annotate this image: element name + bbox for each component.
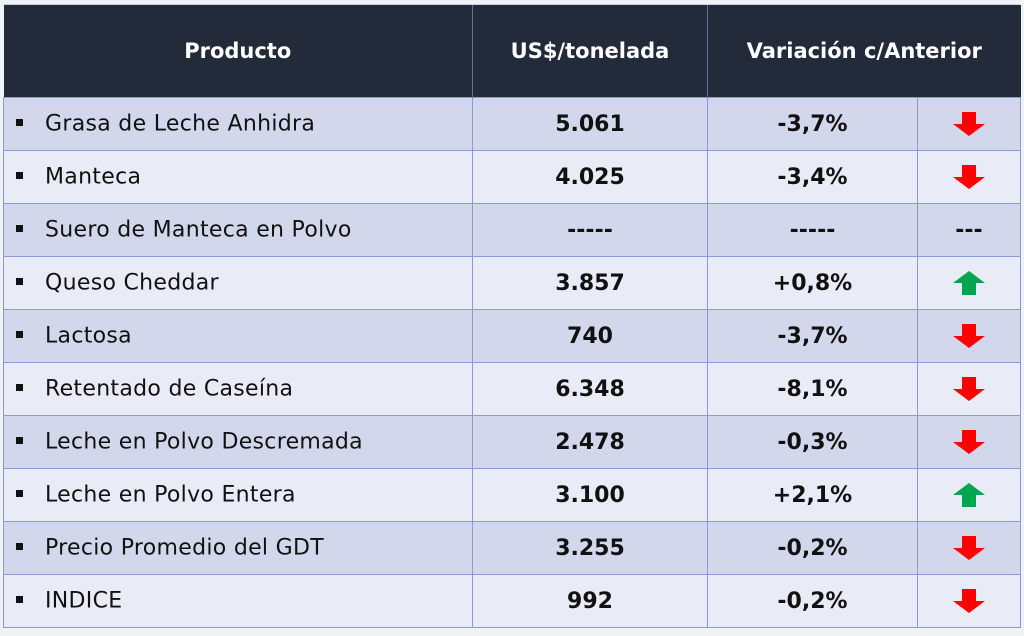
variation-cell: ----- xyxy=(707,203,918,257)
bullet-icon xyxy=(16,118,23,126)
arrow-up-icon xyxy=(953,483,985,507)
product-name: INDICE xyxy=(45,588,123,614)
price-cell: 992 xyxy=(472,574,708,628)
trend-cell xyxy=(917,521,1021,575)
table-row: Retentado de Caseína 6.348 -8,1% xyxy=(3,362,1021,416)
product-name: Manteca xyxy=(45,164,142,190)
variation-cell: +0,8% xyxy=(707,256,918,310)
product-cell: Leche en Polvo Entera xyxy=(3,468,473,522)
bullet-icon xyxy=(16,171,23,179)
bullet-icon xyxy=(16,542,23,550)
trend-cell xyxy=(917,468,1021,522)
price-cell: 5.061 xyxy=(472,97,708,151)
table-row: Leche en Polvo Descremada 2.478 -0,3% xyxy=(3,415,1021,469)
trend-cell xyxy=(917,150,1021,204)
arrow-shape xyxy=(953,430,985,454)
arrow-down-icon xyxy=(953,165,985,189)
bullet-icon xyxy=(16,224,23,232)
arrow-down-icon xyxy=(953,430,985,454)
product-name: Grasa de Leche Anhidra xyxy=(45,111,316,137)
bullet-icon xyxy=(16,330,23,338)
arrow-shape xyxy=(953,112,985,136)
product-name: Precio Promedio del GDT xyxy=(45,535,324,561)
arrow-shape xyxy=(953,324,985,348)
bullet-icon xyxy=(16,489,23,497)
header-variation: Variación c/Anterior xyxy=(707,5,1021,98)
product-name: Leche en Polvo Descremada xyxy=(45,429,363,455)
trend-cell xyxy=(917,415,1021,469)
header-price: US$/tonelada xyxy=(472,5,708,98)
bullet-icon xyxy=(16,595,23,603)
arrow-shape xyxy=(953,377,985,401)
header-product: Producto xyxy=(3,5,473,98)
price-cell: 740 xyxy=(472,309,708,363)
arrow-down-icon xyxy=(953,112,985,136)
trend-cell xyxy=(917,256,1021,310)
trend-cell: --- xyxy=(917,203,1021,257)
bullet-icon xyxy=(16,436,23,444)
arrow-down-icon xyxy=(953,589,985,613)
product-cell: Manteca xyxy=(3,150,473,204)
variation-cell: -3,7% xyxy=(707,309,918,363)
table-row: Queso Cheddar 3.857 +0,8% xyxy=(3,256,1021,310)
price-cell: 3.255 xyxy=(472,521,708,575)
variation-cell: -0,2% xyxy=(707,574,918,628)
variation-cell: -8,1% xyxy=(707,362,918,416)
arrow-shape xyxy=(953,271,985,295)
table-row: Manteca 4.025 -3,4% xyxy=(3,150,1021,204)
table-row: Leche en Polvo Entera 3.100 +2,1% xyxy=(3,468,1021,522)
arrow-down-icon xyxy=(953,377,985,401)
trend-cell xyxy=(917,309,1021,363)
price-table: Producto US$/tonelada Variación c/Anteri… xyxy=(3,5,1021,628)
product-cell: Grasa de Leche Anhidra xyxy=(3,97,473,151)
bullet-icon xyxy=(16,383,23,391)
trend-placeholder: --- xyxy=(955,217,983,243)
table-body: Grasa de Leche Anhidra 5.061 -3,7% Manteca 4… xyxy=(3,97,1021,628)
table-row: Suero de Manteca en Polvo ----- ----- --- xyxy=(3,203,1021,257)
product-name: Queso Cheddar xyxy=(45,270,219,296)
product-name: Lactosa xyxy=(45,323,132,349)
price-cell: 3.857 xyxy=(472,256,708,310)
product-cell: Leche en Polvo Descremada xyxy=(3,415,473,469)
product-cell: Suero de Manteca en Polvo xyxy=(3,203,473,257)
variation-cell: -3,4% xyxy=(707,150,918,204)
bullet-icon xyxy=(16,277,23,285)
price-cell: 3.100 xyxy=(472,468,708,522)
table-row: Lactosa 740 -3,7% xyxy=(3,309,1021,363)
product-cell: Lactosa xyxy=(3,309,473,363)
product-cell: Precio Promedio del GDT xyxy=(3,521,473,575)
price-cell: ----- xyxy=(472,203,708,257)
arrow-down-icon xyxy=(953,536,985,560)
table-row: INDICE 992 -0,2% xyxy=(3,574,1021,628)
product-cell: INDICE xyxy=(3,574,473,628)
variation-cell: -3,7% xyxy=(707,97,918,151)
variation-cell: -0,3% xyxy=(707,415,918,469)
product-name: Leche en Polvo Entera xyxy=(45,482,296,508)
trend-cell xyxy=(917,362,1021,416)
trend-cell xyxy=(917,97,1021,151)
trend-cell xyxy=(917,574,1021,628)
variation-cell: +2,1% xyxy=(707,468,918,522)
arrow-shape xyxy=(953,165,985,189)
price-cell: 6.348 xyxy=(472,362,708,416)
arrow-shape xyxy=(953,589,985,613)
product-name: Suero de Manteca en Polvo xyxy=(45,217,352,243)
arrow-down-icon xyxy=(953,324,985,348)
product-cell: Queso Cheddar xyxy=(3,256,473,310)
table-header-row: Producto US$/tonelada Variación c/Anteri… xyxy=(3,5,1021,98)
price-table-container: Producto US$/tonelada Variación c/Anteri… xyxy=(3,4,1021,631)
price-cell: 4.025 xyxy=(472,150,708,204)
variation-cell: -0,2% xyxy=(707,521,918,575)
table-row: Grasa de Leche Anhidra 5.061 -3,7% xyxy=(3,97,1021,151)
product-cell: Retentado de Caseína xyxy=(3,362,473,416)
table-row: Precio Promedio del GDT 3.255 -0,2% xyxy=(3,521,1021,575)
arrow-shape xyxy=(953,536,985,560)
price-cell: 2.478 xyxy=(472,415,708,469)
product-name: Retentado de Caseína xyxy=(45,376,294,402)
arrow-up-icon xyxy=(953,271,985,295)
arrow-shape xyxy=(953,483,985,507)
